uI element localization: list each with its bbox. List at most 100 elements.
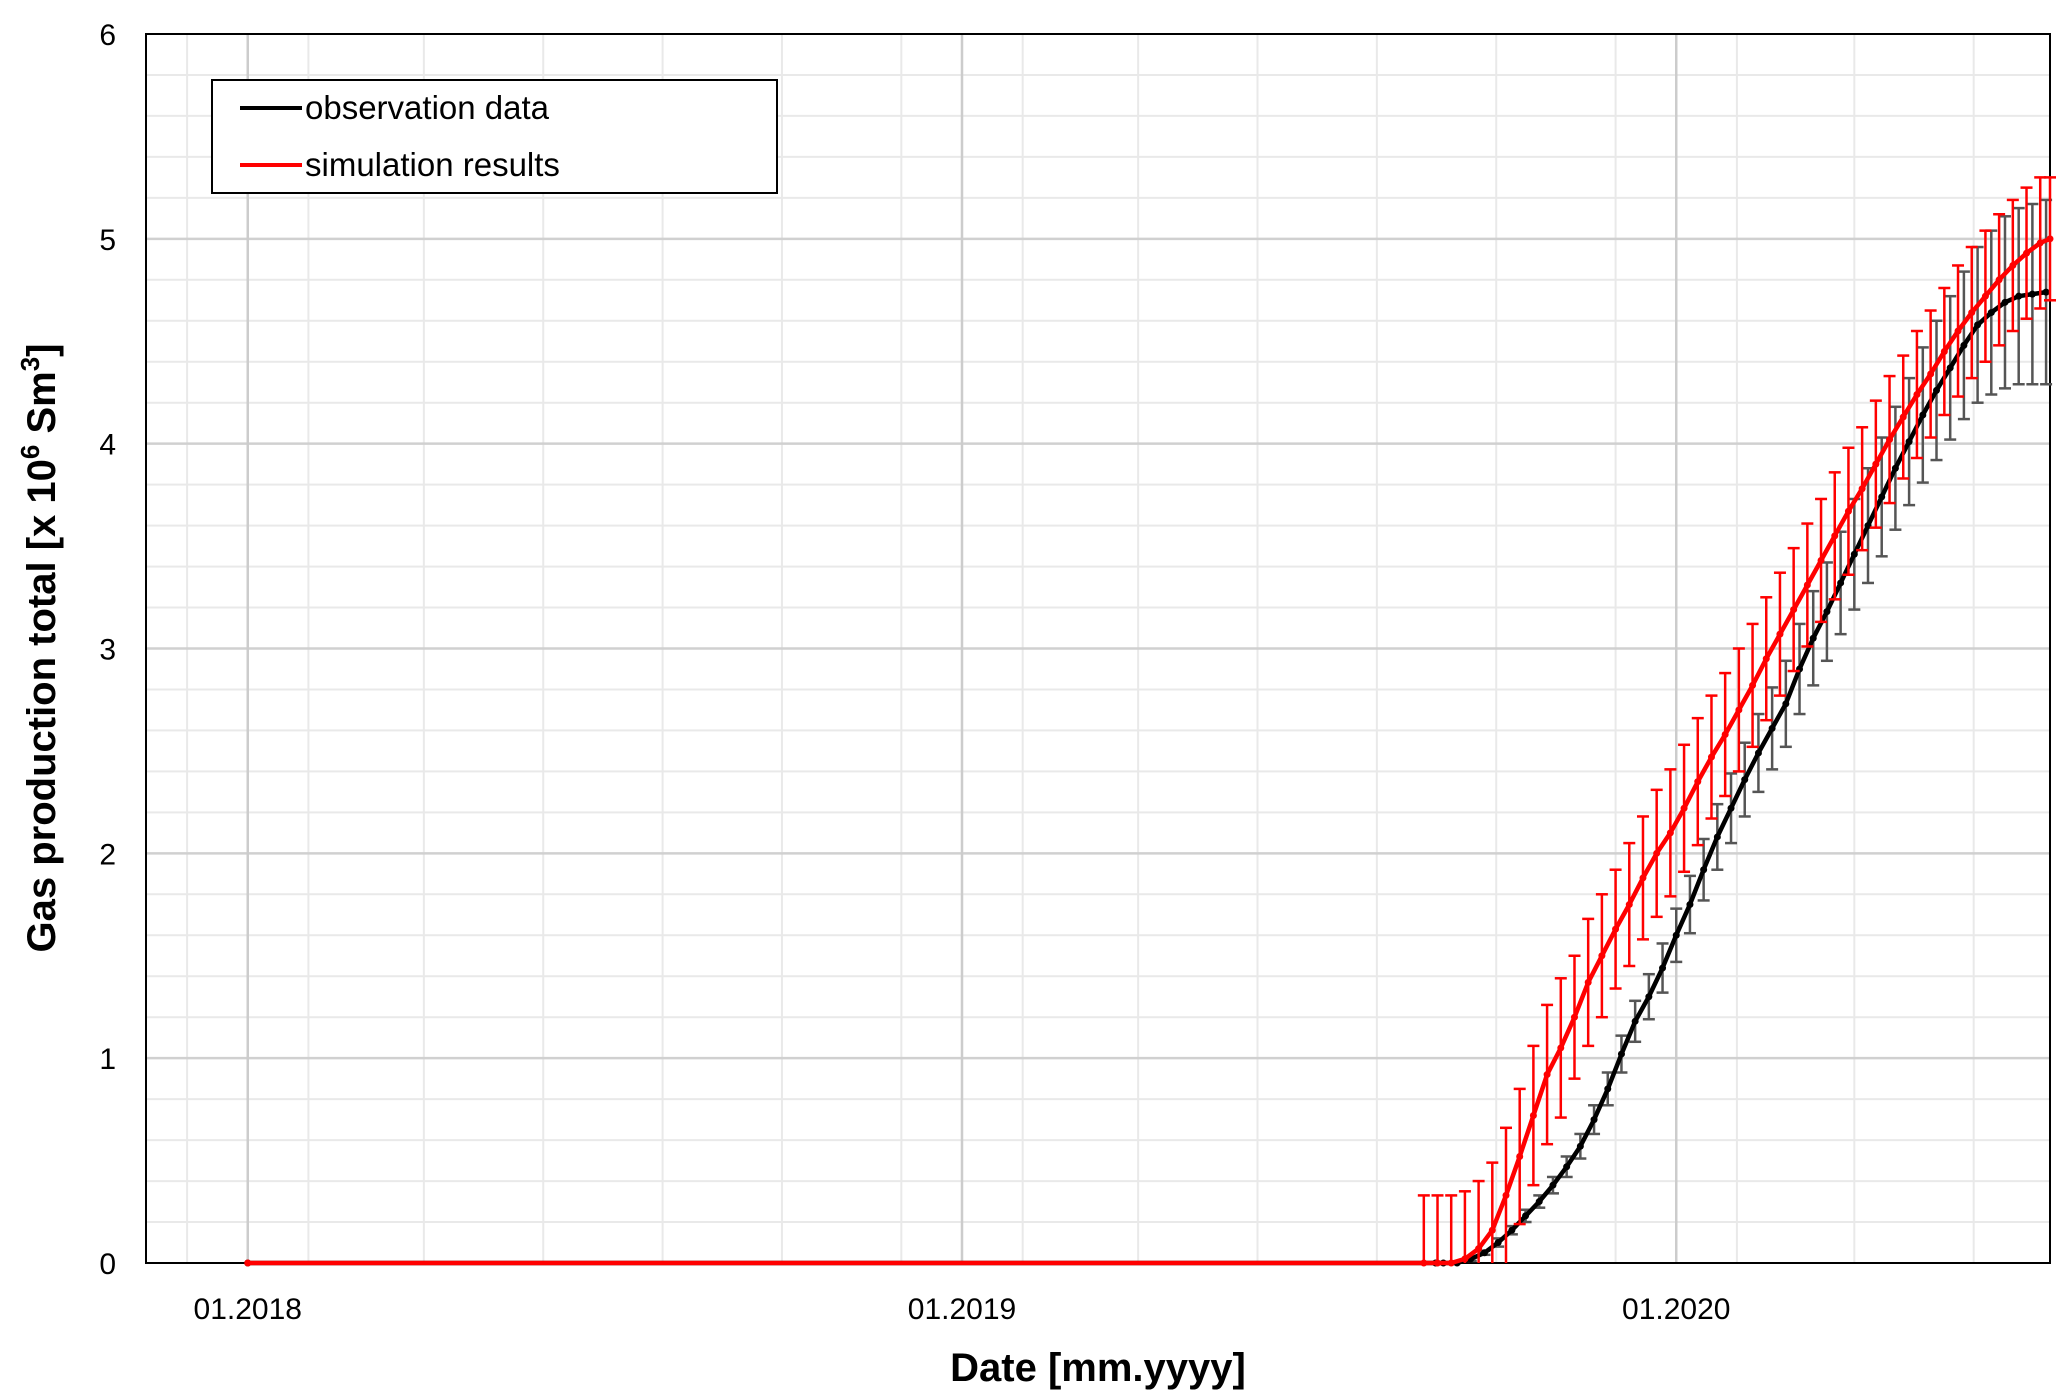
y-axis-title-mid: Sm bbox=[20, 371, 64, 444]
data-point-simulation-results bbox=[1872, 460, 1880, 468]
data-point-observation-data bbox=[1809, 634, 1817, 642]
data-point-observation-data bbox=[1604, 1085, 1612, 1093]
data-point-simulation-results bbox=[1666, 829, 1674, 837]
data-point-simulation-results bbox=[1927, 370, 1935, 378]
data-point-observation-data bbox=[1837, 579, 1845, 587]
data-point-observation-data bbox=[1631, 1017, 1639, 1025]
data-point-simulation-results bbox=[2009, 261, 2017, 269]
y-tick-label: 6 bbox=[99, 19, 116, 52]
data-point-simulation-results bbox=[1625, 901, 1633, 909]
data-point-simulation-results bbox=[244, 1259, 252, 1267]
data-point-simulation-results bbox=[1968, 309, 1976, 317]
data-point-observation-data bbox=[1987, 309, 1995, 317]
data-point-observation-data bbox=[1823, 608, 1831, 616]
data-point-simulation-results bbox=[1612, 925, 1620, 933]
legend-label-simulation: simulation results bbox=[305, 146, 560, 183]
series-line-simulation-results bbox=[245, 236, 2053, 1266]
data-point-simulation-results bbox=[1735, 706, 1743, 714]
data-point-simulation-results bbox=[1488, 1226, 1496, 1234]
data-point-observation-data bbox=[1850, 550, 1858, 558]
data-point-simulation-results bbox=[1598, 952, 1606, 960]
data-point-simulation-results bbox=[1570, 1013, 1578, 1021]
data-point-observation-data bbox=[1754, 749, 1762, 757]
data-point-simulation-results bbox=[1995, 276, 2003, 284]
data-point-observation-data bbox=[1645, 993, 1653, 1001]
data-point-simulation-results bbox=[1899, 413, 1907, 421]
data-point-simulation-results bbox=[2046, 235, 2054, 243]
data-point-observation-data bbox=[1508, 1226, 1516, 1234]
series-simulation-results bbox=[244, 176, 2056, 1267]
data-point-simulation-results bbox=[1420, 1259, 1428, 1267]
data-point-simulation-results bbox=[1803, 581, 1811, 589]
data-point-observation-data bbox=[1946, 364, 1954, 372]
data-point-simulation-results bbox=[1913, 391, 1921, 399]
data-point-observation-data bbox=[1768, 724, 1776, 732]
data-point-simulation-results bbox=[1776, 630, 1784, 638]
data-point-observation-data bbox=[1727, 804, 1735, 812]
series-layer bbox=[244, 176, 2056, 1267]
data-point-simulation-results bbox=[1584, 978, 1592, 986]
data-point-simulation-results bbox=[1707, 753, 1715, 761]
data-point-observation-data bbox=[1782, 700, 1790, 708]
data-point-observation-data bbox=[1590, 1116, 1598, 1124]
data-point-simulation-results bbox=[1680, 804, 1688, 812]
x-tick-label: 01.2018 bbox=[194, 1293, 302, 1326]
y-tick-labels: 0 1 2 3 4 5 6 bbox=[99, 19, 116, 1281]
data-point-observation-data bbox=[1741, 776, 1749, 784]
legend: observation data simulation results bbox=[211, 79, 778, 194]
data-point-observation-data bbox=[2015, 292, 2023, 300]
data-point-simulation-results bbox=[1516, 1152, 1524, 1160]
data-point-observation-data bbox=[1576, 1142, 1584, 1150]
data-point-observation-data bbox=[1864, 522, 1872, 530]
data-point-simulation-results bbox=[1981, 292, 1989, 300]
y-tick-label: 2 bbox=[99, 838, 116, 871]
data-point-simulation-results bbox=[1434, 1259, 1442, 1267]
data-point-simulation-results bbox=[1543, 1071, 1551, 1079]
data-point-observation-data bbox=[1933, 386, 1941, 394]
data-point-simulation-results bbox=[1817, 556, 1825, 564]
data-point-simulation-results bbox=[1639, 874, 1647, 882]
y-tick-label: 5 bbox=[99, 224, 116, 257]
major-gridlines bbox=[146, 34, 2050, 1263]
data-point-observation-data bbox=[1878, 493, 1886, 501]
data-point-simulation-results bbox=[1940, 347, 1948, 355]
x-axis-title: Date [mm.yyyy] bbox=[950, 1346, 1246, 1390]
y-tick-label: 3 bbox=[99, 634, 116, 667]
data-point-simulation-results bbox=[1831, 532, 1839, 540]
data-point-simulation-results bbox=[1790, 606, 1798, 614]
data-point-observation-data bbox=[1919, 411, 1927, 419]
data-point-simulation-results bbox=[1762, 655, 1770, 663]
data-point-observation-data bbox=[1659, 964, 1667, 972]
data-point-simulation-results bbox=[1447, 1259, 1455, 1267]
data-point-observation-data bbox=[1960, 341, 1968, 349]
data-point-observation-data bbox=[1563, 1163, 1571, 1171]
y-tick-label: 1 bbox=[99, 1043, 116, 1076]
data-point-simulation-results bbox=[1475, 1245, 1483, 1253]
data-point-simulation-results bbox=[2023, 249, 2031, 257]
data-point-simulation-results bbox=[1954, 327, 1962, 335]
data-point-observation-data bbox=[1686, 901, 1694, 909]
data-point-observation-data bbox=[1617, 1050, 1625, 1058]
data-point-observation-data bbox=[1535, 1198, 1543, 1206]
data-point-simulation-results bbox=[1557, 1044, 1565, 1052]
data-point-observation-data bbox=[2001, 298, 2009, 306]
legend-label-observation: observation data bbox=[305, 89, 550, 126]
data-point-simulation-results bbox=[1749, 681, 1757, 689]
data-point-simulation-results bbox=[1844, 507, 1852, 515]
y-tick-label: 4 bbox=[99, 429, 116, 462]
data-point-observation-data bbox=[2042, 288, 2050, 296]
data-point-simulation-results bbox=[1502, 1191, 1510, 1199]
data-point-observation-data bbox=[1480, 1249, 1488, 1257]
data-point-observation-data bbox=[1905, 438, 1913, 446]
y-axis-title: Gas production total [x 106 Sm3] bbox=[15, 343, 64, 952]
x-tick-label: 01.2019 bbox=[908, 1293, 1016, 1326]
data-point-observation-data bbox=[1700, 866, 1708, 874]
y-axis-title-prefix: Gas production total [x 10 bbox=[20, 459, 64, 952]
data-point-observation-data bbox=[1974, 321, 1982, 329]
x-tick-labels: 01.2018 01.2019 01.2020 bbox=[194, 1293, 1731, 1326]
data-point-simulation-results bbox=[1886, 436, 1894, 444]
legend-box bbox=[211, 79, 778, 194]
data-point-simulation-results bbox=[2036, 239, 2044, 247]
